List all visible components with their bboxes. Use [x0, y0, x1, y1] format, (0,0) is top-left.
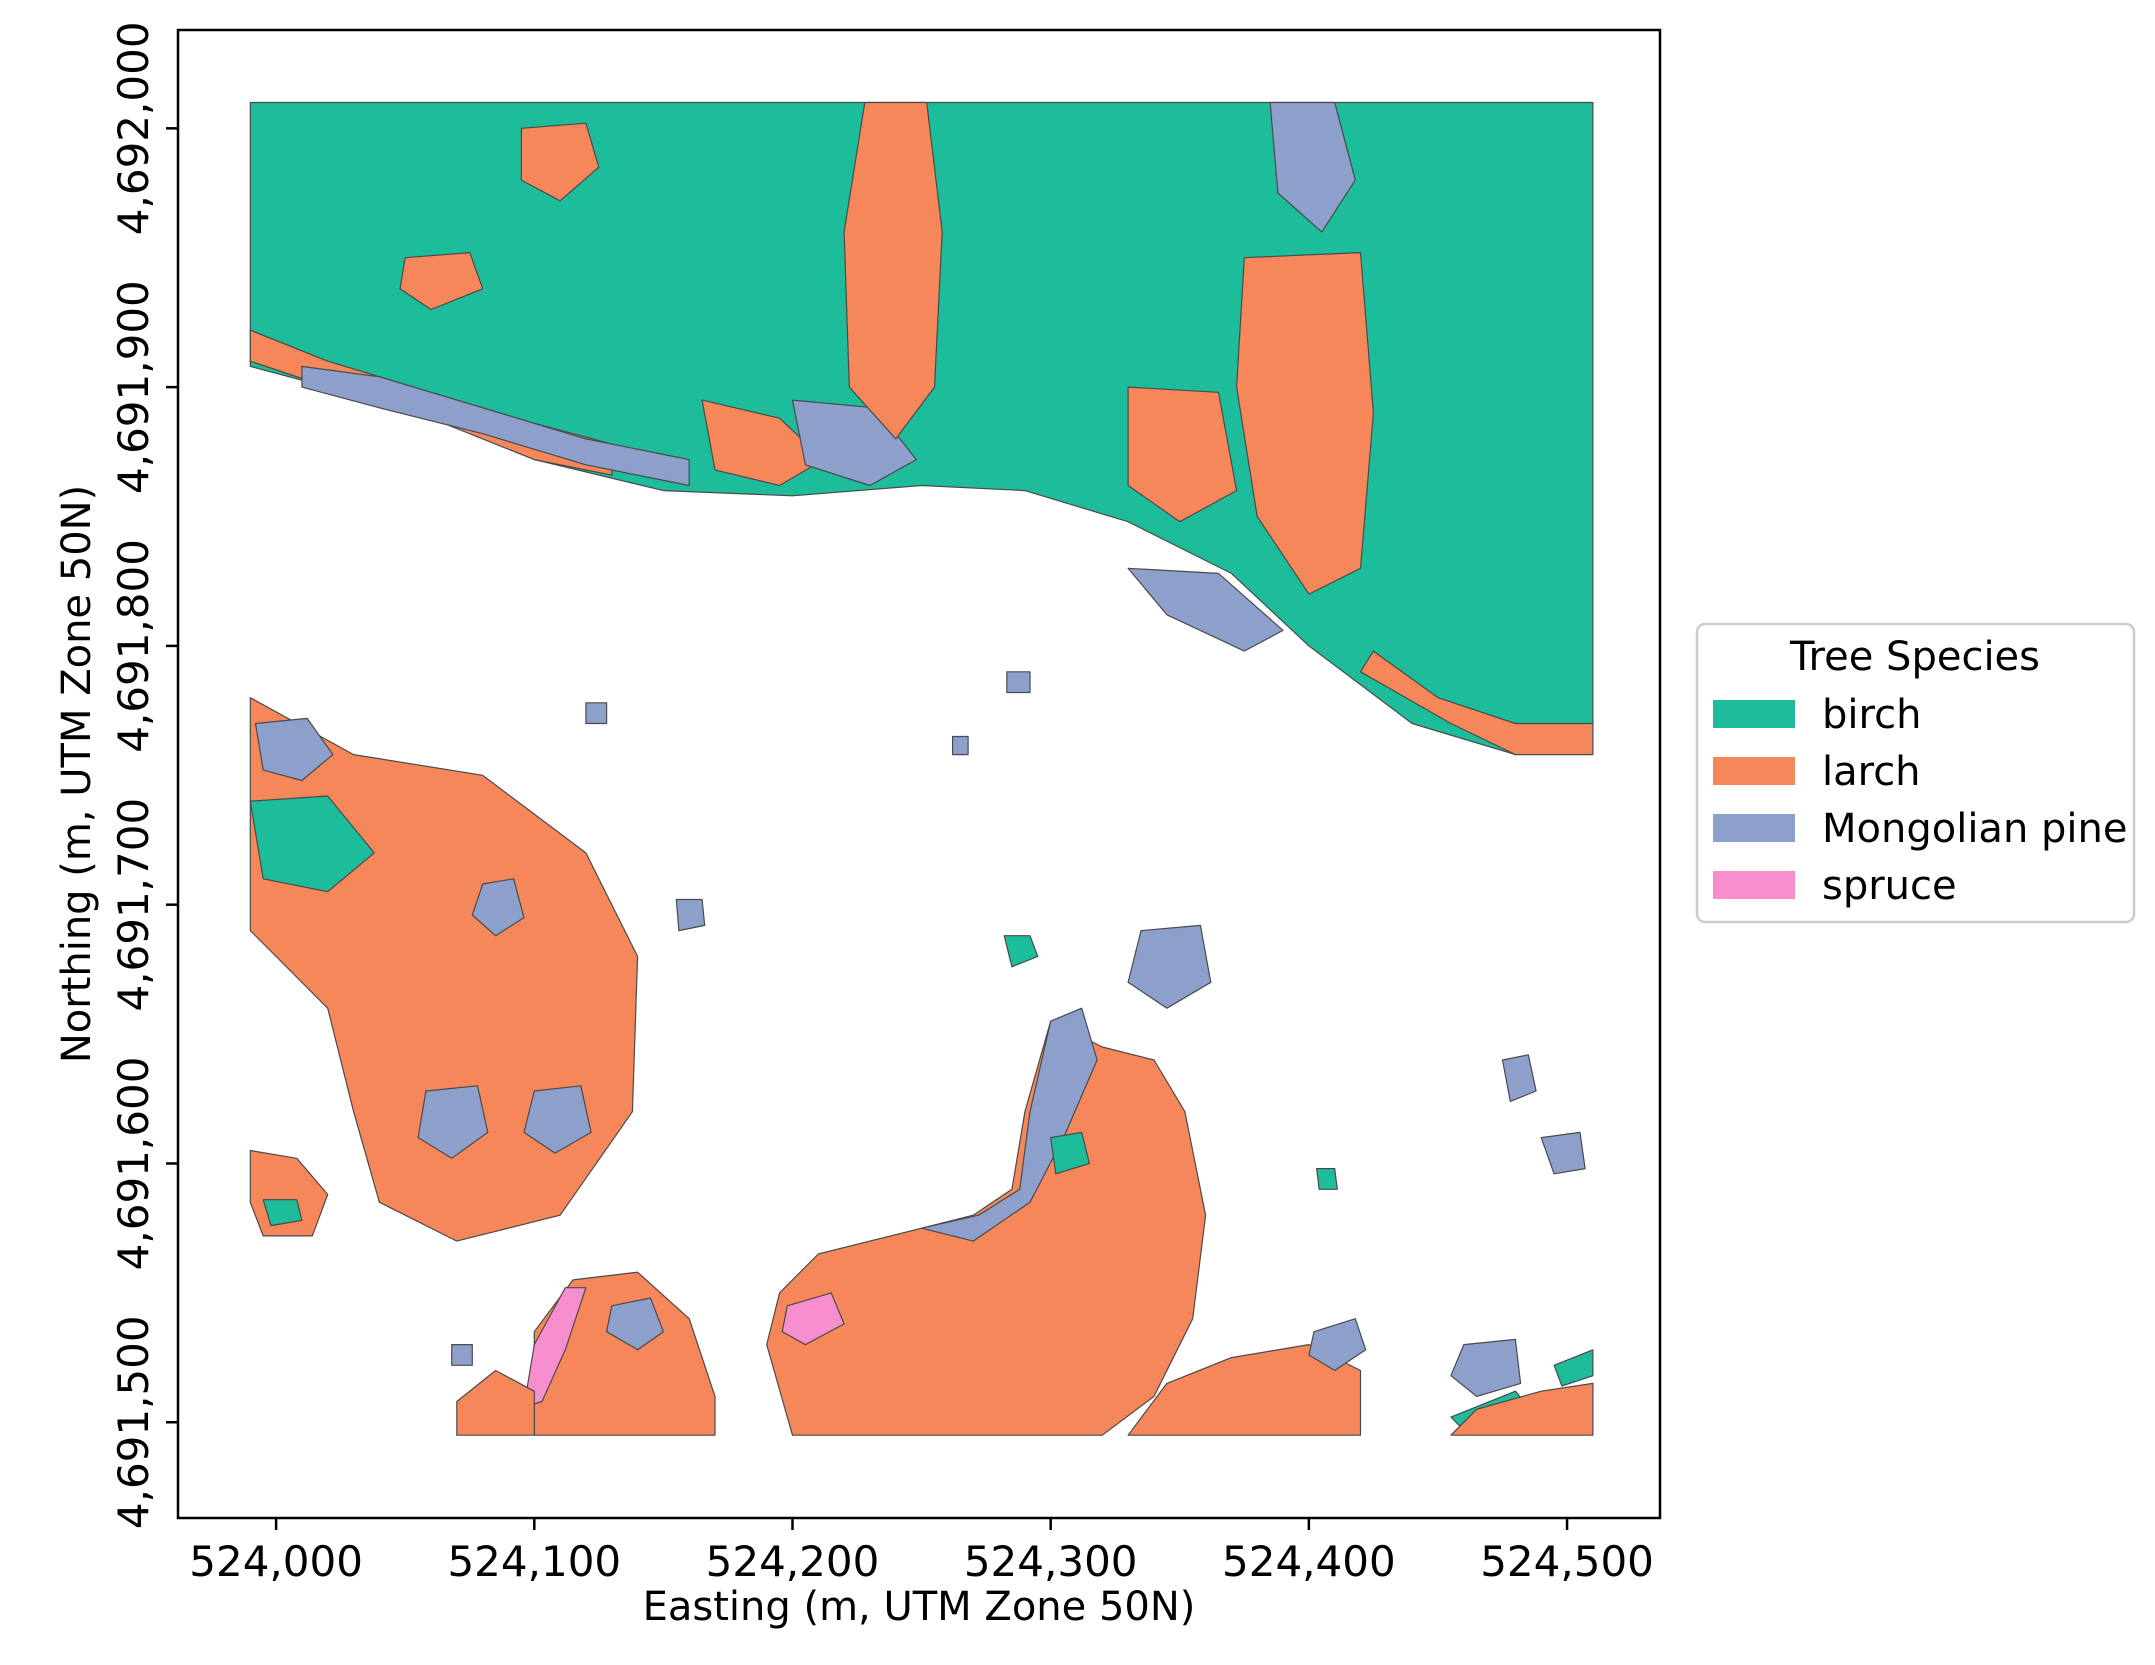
x-tick-label: 524,500 — [1480, 1537, 1654, 1586]
legend: Tree Species birch larch Mongolian pine … — [1695, 622, 2136, 924]
birch-crown-patch — [1003, 935, 1039, 968]
x-tick-label: 524,000 — [189, 1537, 363, 1586]
y-tick-label: 4,691,600 — [109, 1057, 158, 1271]
x-tick-label: 524,200 — [706, 1537, 880, 1586]
larch-crown-patch — [1450, 1382, 1594, 1436]
legend-label-mongolian-pine: Mongolian pine — [1822, 806, 2127, 852]
larch-crown-patch — [843, 101, 943, 440]
mongolian-pine-crown-patch — [1269, 101, 1356, 233]
larch-crown-patch — [1127, 386, 1238, 523]
y-tick-label: 4,692,000 — [109, 21, 158, 235]
larch-crown-patch — [520, 122, 600, 202]
legend-box — [1695, 622, 2136, 924]
map-area — [176, 28, 1662, 1520]
larch-crown-patch — [533, 1271, 716, 1436]
larch-crown-patch — [701, 399, 825, 487]
y-axis-label: Northing (m, UTM Zone 50N) — [54, 485, 100, 1063]
spruce-crown-patch — [781, 1292, 845, 1346]
legend-swatch-birch — [1713, 700, 1795, 728]
larch-crown-patch — [456, 1369, 535, 1436]
mongolian-pine-crown-patch — [1308, 1318, 1367, 1372]
larch-crown-patch — [399, 252, 484, 311]
mongolian-pine-crown-patch — [451, 1343, 473, 1366]
birch-crown-patch — [249, 795, 375, 893]
tree-crown-layer — [249, 101, 1594, 1436]
birch-crown-patch — [262, 1199, 303, 1227]
y-axis: 4,691,500 4,691,600 4,691,700 4,691,800 4,69… — [109, 21, 178, 1529]
mongolian-pine-crown-patch — [471, 878, 525, 937]
x-tick-label: 524,100 — [447, 1537, 621, 1586]
mongolian-pine-crown-patch — [675, 898, 706, 932]
mongolian-pine-crown-patch — [1006, 671, 1031, 694]
legend-label-birch: birch — [1822, 692, 1921, 738]
legend-swatch-spruce — [1713, 871, 1795, 899]
mongolian-pine-crown-patch — [523, 1085, 592, 1154]
x-axis: 524,000 524,100 524,200 524,300 524,400 524,5… — [189, 1518, 1654, 1586]
mongolian-pine-crown-patch — [1127, 567, 1284, 652]
mongolian-pine-crown-patch — [417, 1085, 489, 1159]
legend-label-larch: larch — [1822, 749, 1921, 795]
mongolian-pine-crown-patch — [1127, 924, 1212, 1009]
mongolian-pine-crown-patch — [1450, 1338, 1522, 1398]
legend-title: Tree Species — [1789, 634, 2040, 680]
mongolian-pine-crown-patch — [585, 702, 608, 725]
legend-swatch-mongolian-pine — [1713, 814, 1795, 842]
plot-frame — [176, 28, 1662, 1520]
larch-crown-patch — [1127, 1343, 1362, 1436]
birch-crown-patch — [1050, 1131, 1091, 1175]
mongolian-pine-crown-patch — [1501, 1054, 1537, 1103]
legend-swatch-larch — [1713, 757, 1795, 785]
birch-crown-patch — [1553, 1349, 1594, 1387]
mongolian-pine-crown-patch — [920, 1007, 1098, 1242]
birch-crown-patch — [1315, 1167, 1338, 1190]
y-tick-label: 4,691,500 — [109, 1315, 158, 1529]
larch-crown-patch — [1235, 252, 1375, 595]
x-axis-label: Easting (m, UTM Zone 50N) — [643, 1584, 1196, 1630]
x-tick-label: 524,300 — [964, 1537, 1138, 1586]
legend-label-spruce: spruce — [1822, 863, 1957, 909]
mongolian-pine-crown-patch — [951, 735, 969, 756]
x-tick-label: 524,400 — [1222, 1537, 1396, 1586]
mongolian-pine-crown-patch — [301, 365, 690, 487]
larch-crown-patch — [1359, 650, 1594, 756]
y-tick-label: 4,691,900 — [109, 280, 158, 494]
y-tick-label: 4,691,800 — [109, 539, 158, 753]
mongolian-pine-crown-patch — [254, 717, 334, 782]
y-tick-label: 4,691,700 — [109, 798, 158, 1012]
mongolian-pine-crown-patch — [605, 1297, 665, 1351]
mongolian-pine-crown-patch — [1540, 1131, 1586, 1175]
